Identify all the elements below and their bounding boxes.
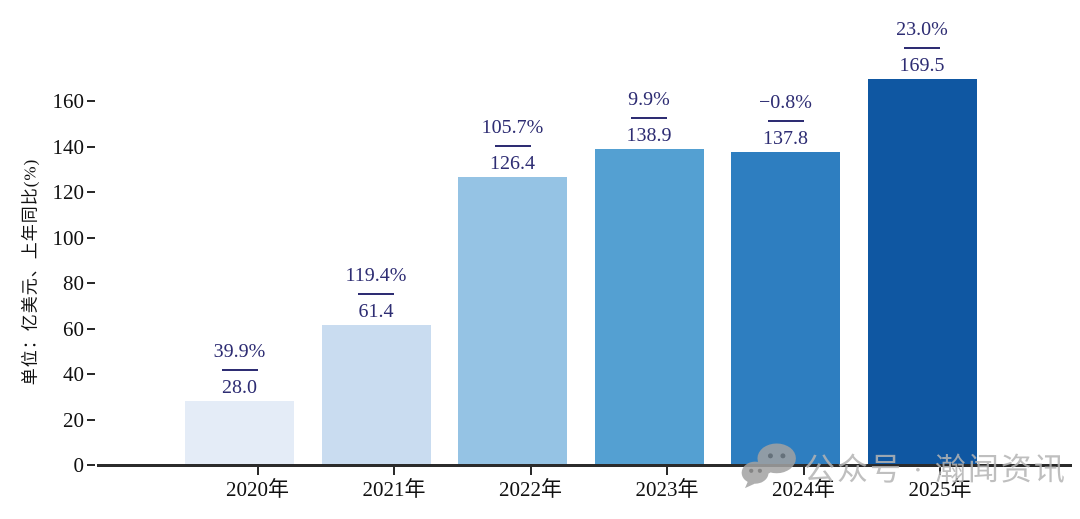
value-label: 137.8 bbox=[763, 126, 808, 149]
y-tick-mark bbox=[87, 282, 95, 284]
x-tick-label: 2023年 bbox=[635, 477, 699, 501]
y-tick-mark bbox=[87, 418, 95, 421]
bar-2021年 bbox=[321, 325, 431, 465]
y-tick-label: 0 bbox=[73, 453, 85, 477]
y-tick-mark bbox=[87, 464, 95, 466]
y-tick-mark bbox=[87, 236, 95, 239]
x-axis-line bbox=[97, 464, 1072, 467]
fraction-line bbox=[221, 369, 258, 372]
y-tick-mark bbox=[87, 145, 95, 148]
y-tick-label: 40 bbox=[63, 362, 84, 386]
bar-annotation: 119.4% 61.4 bbox=[311, 264, 441, 322]
value-label: 169.5 bbox=[899, 54, 945, 77]
y-tick-label: 20 bbox=[63, 407, 84, 432]
value-label: 61.4 bbox=[358, 300, 394, 323]
bar-2025年 bbox=[867, 79, 977, 465]
y-tick-label: 80 bbox=[63, 271, 84, 295]
x-tick-label: 2022年 bbox=[499, 477, 562, 501]
value-label: 126.4 bbox=[490, 152, 535, 175]
growth-label: 9.9% bbox=[628, 88, 670, 110]
x-tick-mark bbox=[802, 467, 805, 475]
bar-2022年 bbox=[458, 177, 567, 465]
y-tick-label: 120 bbox=[52, 180, 85, 204]
bar-2023年 bbox=[594, 149, 704, 465]
y-tick-label: 140 bbox=[52, 134, 85, 159]
x-tick-mark bbox=[393, 467, 395, 475]
growth-label: 105.7% bbox=[481, 116, 544, 139]
bar-2024年 bbox=[731, 151, 840, 465]
x-tick-mark bbox=[529, 467, 532, 475]
x-tick-mark bbox=[256, 467, 259, 475]
fraction-line bbox=[904, 47, 940, 50]
growth-label: 39.9% bbox=[213, 340, 266, 363]
bar-annotation: 23.0% 169.5 bbox=[857, 18, 987, 76]
bar-2020年 bbox=[185, 401, 294, 465]
growth-label: 23.0% bbox=[896, 18, 948, 41]
bar-annotation: 105.7% 126.4 bbox=[448, 116, 578, 174]
wechat-icon bbox=[741, 443, 796, 489]
fraction-line bbox=[767, 119, 804, 122]
x-tick-mark bbox=[666, 467, 668, 475]
y-tick-mark bbox=[87, 191, 95, 193]
value-label: 28.0 bbox=[222, 376, 257, 399]
x-tick-label: 2020年 bbox=[226, 477, 289, 501]
value-label: 138.9 bbox=[626, 124, 672, 146]
growth-label: −0.8% bbox=[759, 90, 812, 113]
x-tick-label: 2024年 bbox=[772, 477, 835, 501]
x-tick-label: 2025年 bbox=[908, 477, 972, 501]
watermark: 公众号 · 瀚闻资讯 bbox=[740, 442, 1067, 490]
fraction-line bbox=[358, 293, 394, 296]
y-tick-mark bbox=[87, 100, 95, 102]
x-tick-label: 2021年 bbox=[362, 477, 426, 501]
fraction-line bbox=[494, 145, 531, 148]
fraction-line bbox=[631, 117, 667, 119]
bar-annotation: −0.8% 137.8 bbox=[721, 91, 851, 149]
bar-annotation: 9.9% 138.9 bbox=[584, 88, 714, 146]
bar-annotation: 39.9% 28.0 bbox=[175, 340, 305, 398]
y-tick-mark bbox=[87, 327, 95, 330]
y-tick-label: 60 bbox=[63, 316, 84, 341]
y-tick-label: 160 bbox=[52, 89, 85, 113]
x-tick-mark bbox=[939, 467, 941, 475]
growth-label: 119.4% bbox=[345, 264, 407, 287]
y-tick-label: 100 bbox=[52, 225, 85, 250]
watermark-text: 公众号 · 瀚闻资讯 bbox=[804, 451, 1067, 487]
y-tick-mark bbox=[87, 373, 95, 375]
